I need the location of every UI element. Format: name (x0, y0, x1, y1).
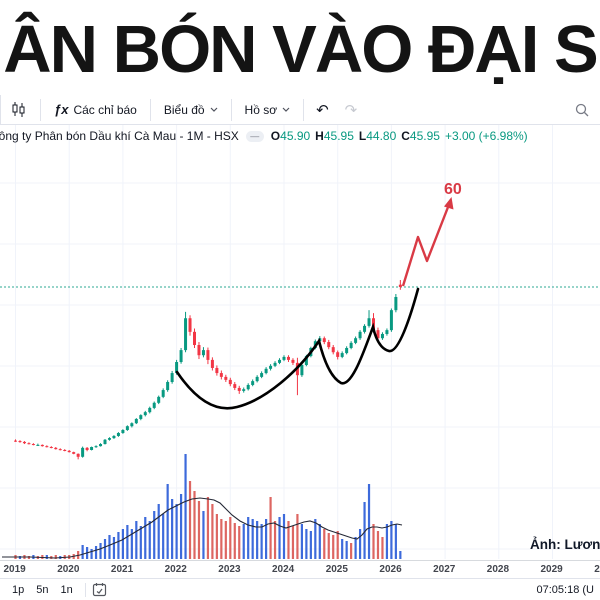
chart-menu-label: Biểu đồ (163, 102, 205, 117)
bottom-separator (84, 582, 86, 597)
range-button-1p[interactable]: 1p (12, 583, 25, 596)
legend-more-icon[interactable]: — (245, 130, 264, 142)
year-label: 2029 (540, 564, 563, 575)
chart-toolbar: ƒx Các chỉ báo Biểu đồ Hồ sơ ↶ ↷ (0, 95, 600, 125)
ohlc-values: O45.90 H45.95 L44.80 C45.95 +3.00 (+6.98%) (271, 129, 528, 143)
ohlc-item: L44.80 (358, 129, 397, 143)
range-button-1n[interactable]: 1n (60, 583, 73, 596)
fx-icon: ƒx (54, 102, 69, 117)
headline-banner: ÂN BÓN VÀO ĐẠI S (0, 0, 600, 95)
chevron-down-icon (282, 107, 290, 112)
indicators-button[interactable]: ƒx Các chỉ báo (45, 97, 146, 123)
search-icon[interactable] (574, 102, 590, 118)
year-label: 2019 (3, 564, 26, 575)
headline-text: ÂN BÓN VÀO ĐẠI S (3, 12, 598, 87)
ohlc-item: O45.90 (270, 129, 311, 143)
chart-menu-button[interactable]: Biểu đồ (155, 97, 227, 123)
year-label: 2021 (110, 564, 134, 575)
year-label: 2028 (486, 564, 510, 575)
year-label: 2027 (433, 564, 456, 575)
candles-icon (12, 102, 25, 117)
indicators-label: Các chỉ báo (73, 102, 137, 117)
year-label: 2026 (379, 564, 402, 575)
chart-svg[interactable]: 60 (0, 125, 600, 560)
chart-pane[interactable]: 60 Công ty Phân bón Dầu khí Cà Mau - 1M … (0, 125, 600, 560)
toolbar-separator (230, 98, 232, 121)
ohlc-item: H45.95 (315, 129, 354, 143)
year-label: 2030 (594, 564, 600, 575)
range-buttons: 1p 5n 1n (6, 584, 79, 596)
year-label: 2022 (164, 564, 187, 575)
photo-credit: Ảnh: Lương T (530, 537, 600, 552)
redo-button[interactable]: ↷ (344, 101, 358, 119)
year-label: 2025 (325, 564, 348, 575)
target-price-label: 60 (444, 181, 462, 198)
chevron-down-icon (210, 107, 217, 112)
change-value: +3.00 (+6.98%) (444, 129, 528, 143)
bottom-bar: 1p 5n 1n 07:05:18 (U (0, 578, 600, 600)
year-label: 2023 (218, 564, 241, 575)
toolbar-separator (303, 98, 305, 121)
toolbar-separator (149, 98, 151, 121)
ohlc-item: C45.95 (401, 129, 440, 143)
candle-style-button[interactable] (1, 97, 36, 123)
symbol-title[interactable]: Công ty Phân bón Dầu khí Cà Mau - 1M - H… (0, 129, 239, 143)
clock[interactable]: 07:05:18 (U (536, 583, 594, 596)
profile-menu-label: Hồ sơ (244, 102, 278, 117)
range-button-5n[interactable]: 5n (36, 583, 49, 596)
toolbar-separator (40, 98, 41, 121)
go-to-date-icon[interactable] (92, 582, 107, 597)
year-label: 2020 (57, 564, 80, 575)
time-axis[interactable]: 2019 2020 2021 2022 2023 2024 2025 2026 2027 2028… (0, 560, 600, 578)
year-label: 2024 (272, 564, 295, 575)
undo-button[interactable]: ↶ (316, 101, 329, 119)
profile-menu-button[interactable]: Hồ sơ (236, 97, 300, 123)
symbol-legend[interactable]: Công ty Phân bón Dầu khí Cà Mau - 1M - H… (0, 129, 528, 143)
